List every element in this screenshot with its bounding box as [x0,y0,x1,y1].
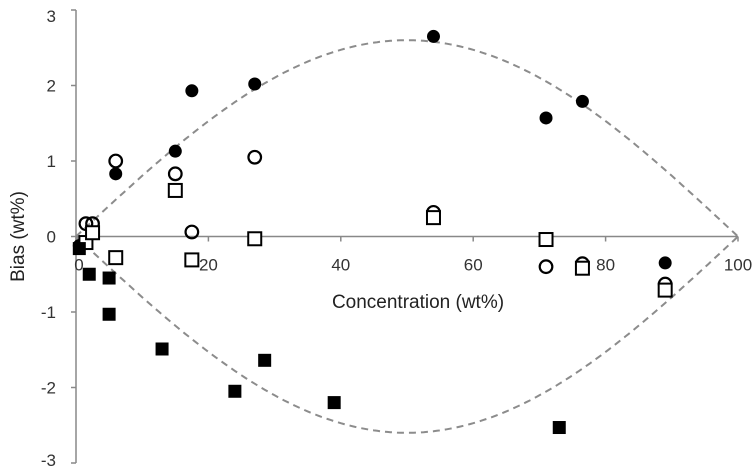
filled-circle-point [575,94,589,108]
y-tick-label: -1 [41,303,56,322]
open-square-point [538,232,554,248]
open-square-point [247,231,263,247]
filled-square-point [552,421,566,435]
filled-circle-point [658,256,672,270]
filled-square-point [228,384,242,398]
filled-circle-point [426,29,440,43]
open-circle-point [184,224,200,240]
x-tick-label: 100 [724,256,752,275]
x-axis-title: Concentration (wt%) [332,292,504,313]
open-square-point [574,260,590,276]
open-circle-point [108,153,124,169]
x-tick-label: 40 [331,256,350,275]
x-tick-label: 20 [199,256,218,275]
open-circle-point [167,166,183,182]
y-tick-label: -2 [41,379,56,398]
y-axis-title: Bias (wt%) [8,191,29,282]
tick-labels: 0 20 40 60 80 100 -3 -2 -1 0 1 2 3 [41,7,752,468]
open-square-point [657,282,673,298]
open-square-point [184,252,200,268]
open-square-point [85,225,101,241]
filled-square-point [258,353,272,367]
axis-ticks [71,9,739,464]
y-tick-label: 3 [47,7,56,26]
filled-circle-point [185,84,199,98]
upper-dashed-curve [75,39,739,238]
open-square-point [425,210,441,226]
filled-circle-point [109,167,123,181]
filled-square-point [72,242,86,256]
filled-square-point [102,307,116,321]
y-tick-label: 0 [47,228,56,247]
filled-square-point [155,342,169,356]
open-circle-point [247,149,263,165]
x-tick-label: 0 [74,256,83,275]
open-square-point [167,182,183,198]
y-tick-label: -3 [41,451,56,468]
x-tick-label: 60 [464,256,483,275]
filled-square-point [327,396,341,410]
filled-circle-point [168,144,182,158]
open-square-point [108,250,124,266]
data-points [72,29,673,435]
lower-dashed-curve [75,235,739,434]
dashed-envelope-curves [75,39,739,434]
filled-circle-point [539,111,553,125]
filled-square-point [82,267,96,281]
y-tick-label: 1 [47,152,56,171]
x-tick-label: 80 [596,256,615,275]
y-tick-label: 2 [47,77,56,96]
open-circle-point [538,259,554,275]
filled-square-point [102,271,116,285]
filled-circle-point [248,77,262,91]
